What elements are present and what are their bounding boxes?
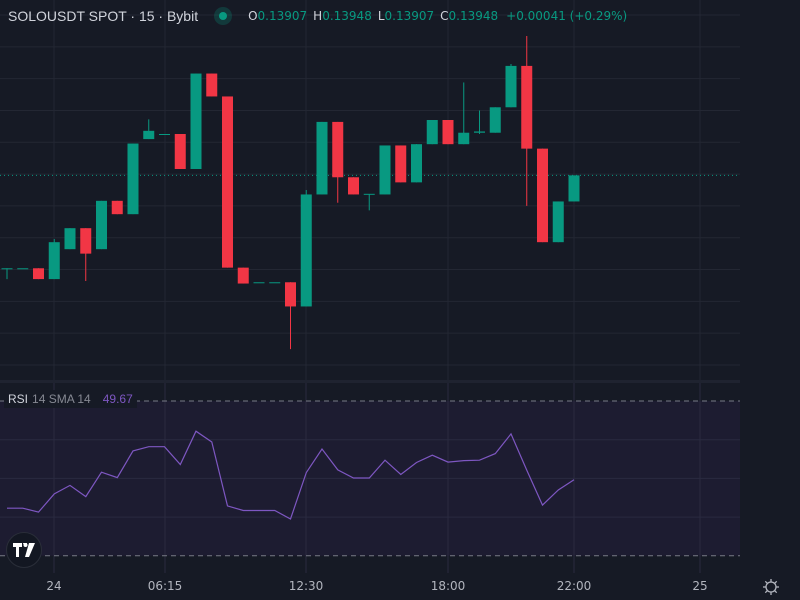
candle[interactable] [489,107,501,133]
candle[interactable] [426,119,438,145]
ohlc-values: O0.13907 H0.13948 L0.13907 C0.13948 +0.0… [248,9,627,23]
rsi-value: 49.67 [102,392,133,406]
candle[interactable] [1,268,13,280]
candle[interactable] [269,282,281,284]
candle[interactable] [300,189,312,307]
rsi-name: RSI [8,392,29,406]
candle[interactable] [395,145,407,183]
candle[interactable] [316,121,328,195]
candle[interactable] [332,121,344,203]
close-value: 0.13948 [448,9,499,23]
symbol-legend: SOLOUSDT SPOT · 15 · Bybit O0.13907 H0.1… [8,7,627,25]
candle[interactable] [505,63,517,108]
change-value: +0.00041 (+0.29%) [506,9,628,23]
candle[interactable] [206,73,218,97]
time-scale[interactable]: 24 06:15 12:30 18:00 22:00 25 [0,573,740,600]
time-tick: 18:00 [430,579,466,593]
time-tick: 25 [692,579,708,593]
candle[interactable] [111,200,123,215]
rsi-legend[interactable]: RSI 14 SMA 14 49.67 [4,390,137,408]
candle[interactable] [521,35,533,206]
open-value: 0.13907 [257,9,308,23]
candle[interactable] [348,177,359,195]
candle[interactable] [159,133,170,135]
rsi-params: 14 SMA 14 [32,392,91,406]
rsi-pane[interactable] [0,383,740,573]
settings-gear-icon[interactable] [762,578,780,596]
high-value: 0.13948 [322,9,372,23]
candle[interactable] [568,175,580,202]
candle[interactable] [411,144,422,183]
rsi-line [7,430,575,520]
candle[interactable] [222,96,233,268]
time-tick: 06:15 [147,579,183,593]
candle[interactable] [80,228,92,281]
candle[interactable] [458,82,470,145]
candle[interactable] [190,73,202,169]
candle[interactable] [17,268,29,270]
high-label: H [313,9,323,23]
candle[interactable] [363,193,375,211]
candle[interactable] [96,200,107,250]
candle[interactable] [442,119,454,145]
candle[interactable] [127,143,139,215]
open-label: O [248,9,258,23]
market-status-icon [214,7,233,25]
low-value: 0.13907 [384,9,435,23]
tradingview-logo[interactable] [6,532,42,568]
candle[interactable] [537,148,548,243]
candle[interactable] [143,119,155,140]
candle[interactable] [33,268,44,280]
candle[interactable] [474,110,485,134]
candle[interactable] [285,282,296,350]
time-tick: 12:30 [288,579,324,593]
rsi-chart[interactable] [0,383,740,573]
candle[interactable] [64,228,76,250]
symbol-title[interactable]: SOLOUSDT SPOT · 15 · Bybit [8,8,199,24]
time-tick: 22:00 [556,579,592,593]
candle[interactable] [237,267,249,284]
candle[interactable] [379,145,391,195]
price-pane[interactable] [0,0,740,380]
pane-separator[interactable] [0,380,800,383]
tradingview-logo-icon [13,543,35,557]
time-tick: 24 [46,579,62,593]
low-label: L [377,9,385,23]
price-scale[interactable]: 0.142000.141500.141000.140500.140000.139… [740,0,800,573]
candle[interactable] [253,282,265,284]
candlestick-chart[interactable] [0,0,740,380]
candle[interactable] [48,238,60,280]
candle[interactable] [552,201,564,243]
candle[interactable] [174,133,186,169]
close-label: C [440,9,449,23]
